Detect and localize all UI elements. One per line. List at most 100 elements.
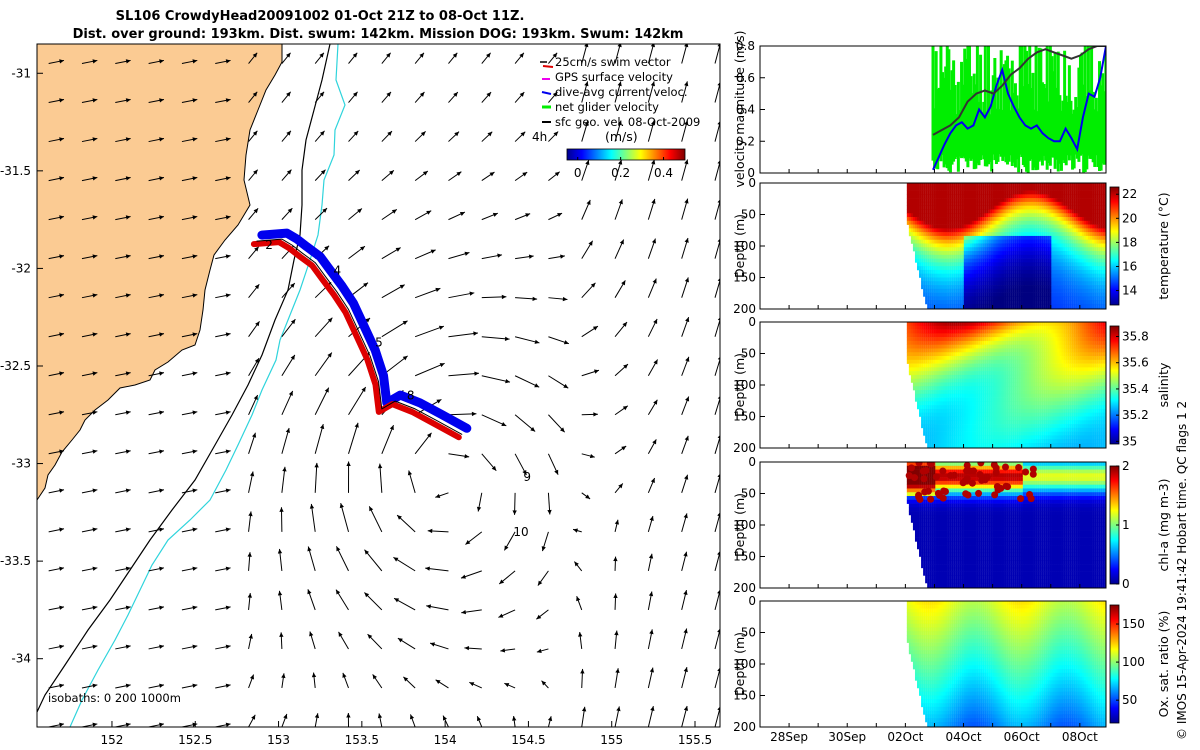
section-cell: [1055, 190, 1058, 195]
section-cell: [990, 266, 993, 271]
section-cell: [914, 367, 918, 372]
section-cell: [1077, 235, 1080, 241]
map-frame: [36, 43, 721, 728]
section-cell: [929, 329, 932, 334]
section-cell: [937, 273, 940, 278]
section-cell: [973, 232, 977, 237]
section-cell: [1014, 281, 1017, 286]
section-cell: [1037, 288, 1040, 293]
section-cell: [1051, 198, 1054, 203]
section-cell: [1026, 247, 1030, 252]
section-cell: [1085, 303, 1089, 309]
section-cell: [1071, 269, 1074, 275]
section-cell: [1059, 194, 1062, 199]
section-cell: [908, 322, 912, 327]
section-cell: [1018, 266, 1021, 271]
section-cell: [941, 431, 944, 436]
section-cell: [1047, 254, 1050, 259]
section-cell: [1010, 194, 1013, 199]
section-cell: [935, 416, 938, 421]
section-cell: [1020, 296, 1023, 301]
section-cell: [1094, 220, 1097, 225]
geo-vector-head: [469, 291, 475, 296]
section-cell: [1035, 224, 1038, 229]
section-cell: [1087, 307, 1091, 309]
section-cell: [1100, 254, 1103, 259]
section-cell: [1037, 292, 1040, 297]
section-cell: [1098, 277, 1101, 282]
section-cell: [931, 251, 934, 256]
section-cell: [955, 329, 958, 334]
section-cell: [1014, 300, 1017, 305]
section-cell: [1073, 300, 1076, 305]
section-cell: [939, 420, 942, 425]
section-cell: [976, 247, 979, 252]
section-cell: [1094, 285, 1097, 290]
section-cell: [996, 243, 999, 248]
section-cell: [908, 337, 912, 342]
section-cell: [965, 224, 969, 229]
section-cell: [973, 190, 977, 195]
section-cell: [914, 217, 918, 222]
section-cell: [953, 439, 956, 444]
section-cell: [1024, 292, 1028, 297]
section-cell: [1061, 239, 1064, 244]
geo-vector-head: [346, 713, 351, 718]
section-cell: [910, 228, 914, 233]
section-cell: [955, 194, 958, 199]
section-cell: [1035, 300, 1038, 305]
section-cell: [984, 247, 987, 252]
section-cell: [935, 262, 938, 267]
geo-vector: [340, 503, 349, 532]
section-cell: [923, 393, 926, 398]
section-cell: [963, 273, 967, 278]
section-cell: [1014, 254, 1017, 259]
section-cell: [923, 401, 926, 406]
section-cell: [1014, 285, 1017, 290]
section-cell: [919, 269, 922, 275]
section-cell: [1020, 269, 1023, 275]
section-cell: [1083, 269, 1087, 275]
section-cell: [943, 251, 946, 256]
section-cell: [931, 285, 934, 290]
section-cell: [1039, 288, 1042, 293]
section-cell: [1067, 269, 1070, 275]
section-cell: [941, 269, 944, 275]
section-cell: [1075, 209, 1078, 214]
section-cell: [921, 243, 924, 248]
section-cell: [929, 269, 932, 275]
section-cell: [923, 239, 926, 244]
section-cell: [939, 239, 942, 244]
section-cell: [945, 405, 948, 410]
section-cell: [976, 239, 979, 244]
section-cell: [927, 201, 930, 206]
velocity-y-tick-label: 0: [747, 166, 755, 180]
section-cell: [941, 340, 944, 345]
section-cell: [973, 247, 977, 252]
geo-vector-head: [59, 449, 65, 454]
section-cell: [1026, 288, 1030, 293]
section-cell: [1008, 201, 1011, 206]
section-cell: [919, 333, 922, 338]
section-cell: [1022, 213, 1026, 218]
section-cell: [1055, 213, 1058, 218]
section-cell: [1081, 239, 1085, 244]
section-cell: [1067, 220, 1070, 225]
geo-vector-head: [473, 331, 478, 336]
section-cell: [1063, 213, 1066, 218]
colorbar-tick-label: 0: [574, 166, 582, 180]
section-cell: [1033, 269, 1036, 275]
section-cell: [1087, 258, 1091, 263]
geo-vector: [314, 462, 318, 493]
section-cell: [927, 190, 930, 195]
section-cell: [976, 243, 979, 248]
section-cell: [906, 356, 910, 361]
section-cell: [941, 296, 944, 301]
section-cell: [1045, 247, 1048, 252]
geo-vector-head: [290, 354, 295, 360]
section-cell: [953, 247, 956, 252]
geo-vector-head: [125, 137, 131, 142]
section-cell: [1100, 296, 1103, 301]
section-cell: [941, 183, 944, 188]
section-cell: [1067, 198, 1070, 203]
